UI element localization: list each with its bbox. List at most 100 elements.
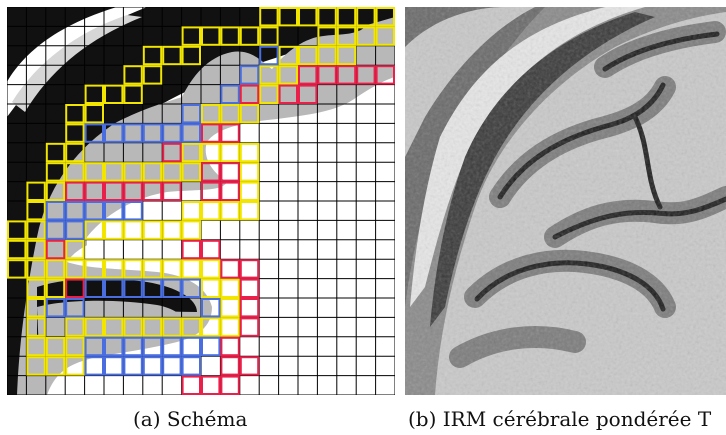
mri-panel	[405, 7, 726, 395]
voxel-blue	[123, 278, 143, 299]
voxel-red	[298, 84, 318, 104]
voxel-blue	[181, 123, 202, 143]
voxel-blue	[201, 336, 221, 357]
voxel-red	[84, 181, 104, 202]
voxel-yellow	[65, 239, 85, 260]
voxel-yellow	[181, 26, 202, 46]
voxel-yellow	[239, 162, 260, 182]
voxel-yellow	[220, 298, 240, 318]
voxel-blue	[181, 336, 202, 357]
voxel-yellow	[65, 104, 85, 124]
voxel-yellow	[298, 45, 318, 66]
voxel-yellow	[181, 220, 202, 240]
voxel-yellow	[45, 181, 66, 202]
voxel-yellow	[104, 84, 124, 104]
voxel-yellow	[26, 220, 46, 240]
voxel-red	[220, 336, 240, 357]
voxel-yellow	[123, 84, 143, 104]
voxel-red	[181, 375, 202, 395]
voxel-blue	[84, 123, 104, 143]
voxel-yellow	[220, 317, 240, 337]
voxel-blue	[45, 298, 66, 318]
voxel-yellow	[26, 201, 46, 221]
voxel-blue	[239, 65, 260, 85]
voxel-yellow	[239, 201, 260, 221]
voxel-yellow	[84, 162, 104, 182]
voxel-yellow	[65, 259, 85, 279]
voxel-red	[65, 181, 85, 202]
voxel-red	[220, 181, 240, 202]
caption-panel-b: (b) IRM cérébrale pondérée T	[408, 407, 712, 431]
voxel-red	[239, 317, 260, 337]
voxel-yellow	[259, 26, 279, 46]
voxel-blue	[84, 278, 104, 299]
boundary-voxels-red	[45, 65, 395, 395]
voxel-red	[220, 123, 240, 143]
voxel-yellow	[317, 7, 337, 27]
voxel-blue	[84, 356, 104, 376]
voxel-yellow	[239, 181, 260, 202]
voxel-blue	[104, 278, 124, 299]
voxel-red	[239, 298, 260, 318]
voxel-blue	[84, 201, 104, 221]
voxel-yellow	[336, 45, 357, 66]
voxel-yellow	[239, 104, 260, 124]
voxel-yellow	[26, 298, 46, 318]
voxel-red	[239, 84, 260, 104]
voxel-yellow	[181, 317, 202, 337]
border-voxels-yellow	[7, 7, 395, 376]
voxel-yellow	[65, 142, 85, 163]
voxel-blue	[123, 123, 143, 143]
voxel-yellow	[26, 278, 46, 299]
voxel-yellow	[201, 26, 221, 46]
voxel-red	[104, 181, 124, 202]
voxel-red	[181, 239, 202, 260]
voxel-yellow	[336, 7, 357, 27]
voxel-yellow	[7, 259, 27, 279]
voxel-yellow	[142, 65, 163, 85]
voxel-blue	[201, 298, 221, 318]
voxel-blue	[181, 104, 202, 124]
voxel-red	[317, 65, 337, 85]
voxel-yellow	[45, 142, 66, 163]
voxel-red	[65, 278, 85, 299]
voxel-yellow	[278, 7, 299, 27]
voxel-yellow	[123, 220, 143, 240]
caption-panel-a: (a) Schéma	[133, 407, 248, 431]
voxel-yellow	[104, 259, 124, 279]
voxel-blue	[162, 123, 182, 143]
voxel-blue	[162, 278, 182, 299]
voxel-red	[201, 162, 221, 182]
mri-image	[405, 7, 726, 395]
voxel-blue	[142, 356, 163, 376]
voxel-blue	[65, 298, 85, 318]
voxel-red	[201, 375, 221, 395]
voxel-yellow	[104, 162, 124, 182]
voxel-blue	[162, 336, 182, 357]
voxel-yellow	[356, 7, 376, 27]
voxel-blue	[65, 220, 85, 240]
voxel-yellow	[317, 45, 337, 66]
voxel-yellow	[220, 142, 240, 163]
schema-figure	[7, 7, 395, 395]
voxel-red	[201, 181, 221, 202]
voxel-yellow	[45, 336, 66, 357]
voxel-yellow	[45, 162, 66, 182]
voxel-yellow	[181, 45, 202, 66]
voxel-red	[201, 239, 221, 260]
voxel-red	[162, 181, 182, 202]
voxel-red	[336, 65, 357, 85]
voxel-blue	[181, 278, 202, 299]
voxel-yellow	[123, 317, 143, 337]
voxel-yellow	[201, 278, 221, 299]
voxel-yellow	[181, 162, 202, 182]
voxel-yellow	[239, 26, 260, 46]
voxel-yellow	[278, 45, 299, 66]
voxel-blue	[259, 45, 279, 66]
voxel-yellow	[239, 142, 260, 163]
voxel-yellow	[26, 356, 46, 376]
voxel-yellow	[7, 239, 27, 260]
voxel-red	[239, 259, 260, 279]
voxel-yellow	[26, 336, 46, 357]
voxel-red	[356, 65, 376, 85]
